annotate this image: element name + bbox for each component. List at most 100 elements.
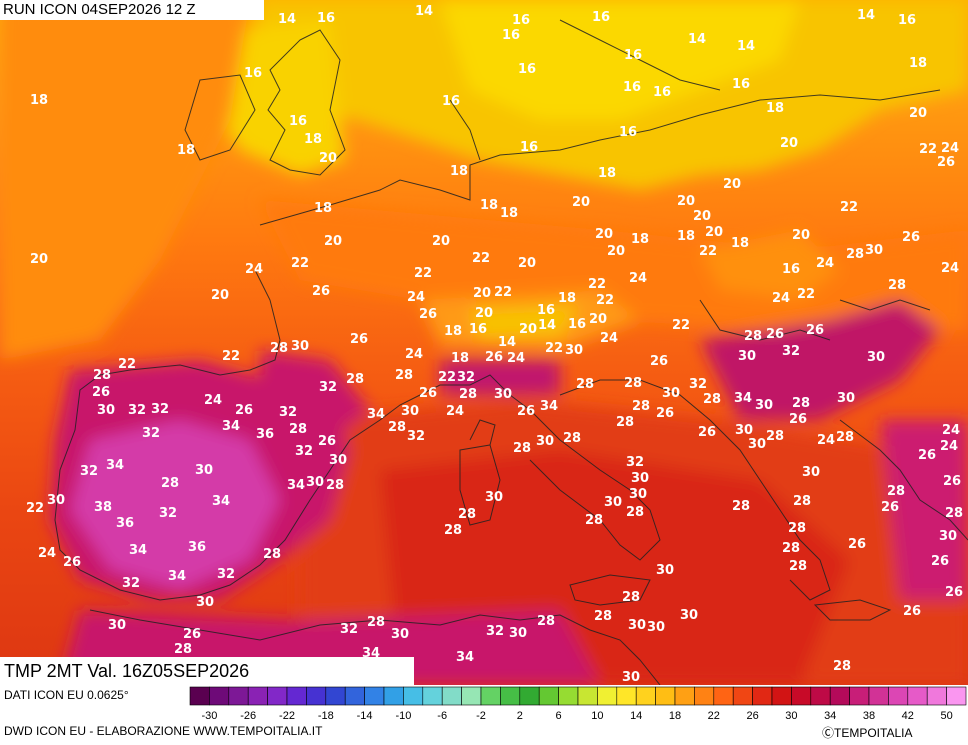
temperature-label: 28 [444,523,462,538]
temperature-label: 16 [537,303,555,318]
temperature-label: 18 [631,232,649,247]
legend-swatch [267,686,288,706]
temperature-label: 30 [867,350,885,365]
temperature-label: 30 [329,453,347,468]
legend-swatch [655,686,676,706]
temperature-label: 18 [480,198,498,213]
temperature-label: 20 [518,256,536,271]
temperature-label: 24 [942,423,960,438]
temperature-label: 22 [26,501,44,516]
temperature-label: 30 [509,626,527,641]
temperature-label: 36 [188,540,206,555]
temperature-label: 26 [183,627,201,642]
legend-swatch [674,686,695,706]
temperature-label: 28 [793,494,811,509]
temperature-label: 30 [604,495,622,510]
temperature-label: 28 [459,387,477,402]
temperature-label: 30 [622,670,640,685]
temperature-label: 20 [319,151,337,166]
temperature-label: 16 [624,48,642,63]
temperature-label: 18 [598,166,616,181]
temperature-label: 28 [888,278,906,293]
temperature-label: 22 [545,341,563,356]
temperature-label: 28 [367,615,385,630]
temperature-label: 24 [941,141,959,156]
legend-swatch [306,686,327,706]
legend-swatch [868,686,889,706]
temperature-label: 30 [291,339,309,354]
temperature-label: 18 [304,132,322,147]
temperature-label: 32 [295,444,313,459]
temperature-label: 20 [211,288,229,303]
temperature-label: 30 [939,529,957,544]
legend-swatch [635,686,656,706]
temperature-label: 16 [512,13,530,28]
legend-tick-label: 2 [517,710,523,722]
temperature-label: 28 [945,506,963,521]
temperature-label: 26 [92,385,110,400]
temperature-label: 22 [596,293,614,308]
temperature-label: 30 [391,627,409,642]
temperature-label: 18 [177,143,195,158]
temperature-label: 30 [837,391,855,406]
temperature-label: 32 [689,377,707,392]
legend-tick-label: -10 [395,710,411,722]
temperature-label: 16 [502,28,520,43]
temperature-label: 22 [919,142,937,157]
temperature-label: 28 [326,478,344,493]
temperature-label: 22 [222,349,240,364]
legend-tick-label: -18 [318,710,334,722]
legend-swatch [907,686,928,706]
temperature-label: 28 [833,659,851,674]
temperature-label: 30 [628,618,646,633]
legend-tick-label: -6 [437,710,447,722]
legend-swatch [480,686,501,706]
legend-swatch [422,686,443,706]
temperature-label: 26 [848,537,866,552]
legend-swatch [228,686,249,706]
temperature-label: 30 [802,465,820,480]
temperature-label: 28 [270,341,288,356]
temperature-label: 34 [212,494,230,509]
legend-swatch [946,686,967,706]
temperature-label: 30 [735,423,753,438]
temperature-label: 28 [513,441,531,456]
temperature-label: 18 [766,101,784,116]
temperature-label: 28 [632,399,650,414]
temperature-label: 30 [680,608,698,623]
temperature-label: 24 [629,271,647,286]
temperature-label: 30 [196,595,214,610]
temperature-label: 32 [319,380,337,395]
temperature-label: 28 [624,376,642,391]
temperature-label: 30 [401,404,419,419]
temperature-label: 32 [626,455,644,470]
temperature-label: 32 [142,426,160,441]
temperature-label: 26 [656,406,674,421]
temperature-label: 22 [672,318,690,333]
temperature-label: 16 [623,80,641,95]
legend-swatch [189,686,210,706]
temperature-label: 18 [909,56,927,71]
temperature-label: 24 [405,347,423,362]
temperature-label: 32 [128,403,146,418]
legend-swatch [383,686,404,706]
temperature-label: 26 [931,554,949,569]
legend-swatch [403,686,424,706]
temperature-label: 26 [517,404,535,419]
temperature-label: 28 [537,614,555,629]
temperature-label: 26 [903,604,921,619]
temperature-label: 14 [688,32,706,47]
temperature-label: 24 [772,291,790,306]
legend-swatch [344,686,365,706]
legend-swatch [694,686,715,706]
temperature-label: 24 [446,404,464,419]
temperature-label: 34 [456,650,474,665]
temperature-label: 30 [47,493,65,508]
temperature-label: 28 [766,429,784,444]
temperature-label: 18 [444,324,462,339]
temperature-label: 28 [846,247,864,262]
legend-tick-label: 30 [785,710,797,722]
temperature-label: 30 [755,398,773,413]
brand-text: ⒸTEMPOITALIA [822,726,913,740]
temperature-label: 14 [538,318,556,333]
